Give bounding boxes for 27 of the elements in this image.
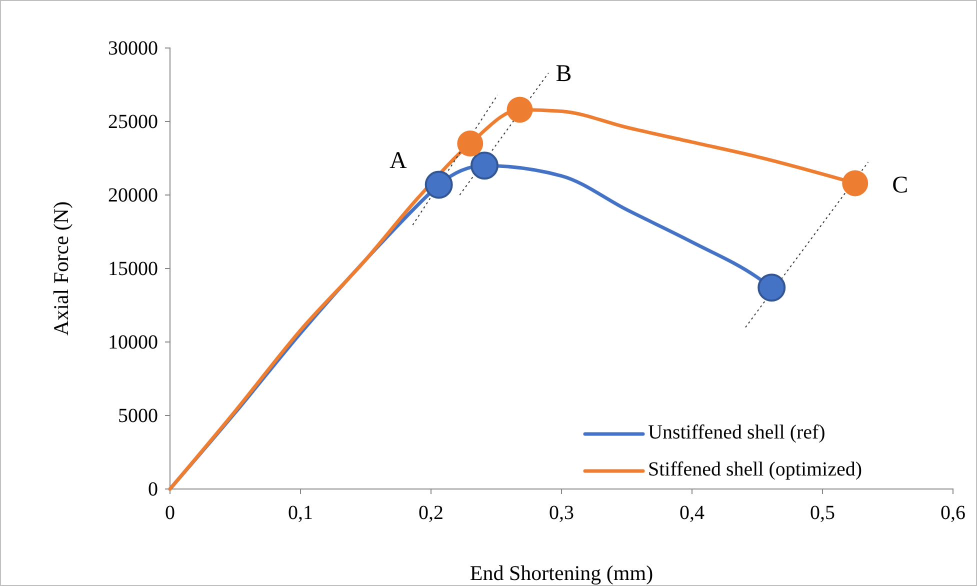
- y-tick-label: 25000: [108, 110, 158, 133]
- point: [470, 152, 498, 180]
- y-tick-label: 5000: [118, 404, 158, 427]
- annotation: A: [389, 148, 408, 174]
- x-tick-label: 0,3: [549, 502, 574, 524]
- annotation: B: [556, 61, 572, 88]
- x-axis-title: End Shortening (mm): [470, 561, 654, 585]
- point: [457, 130, 484, 157]
- x-tick-label: 0,2: [418, 502, 444, 524]
- y-tick-label: 0: [148, 478, 158, 500]
- x-tick-label: 0,6: [940, 502, 966, 524]
- x-tick-label: 0,4: [680, 502, 704, 524]
- y-axis-title: Axial Force (N): [49, 201, 73, 336]
- point: [506, 96, 533, 123]
- x-tick-label: 0: [165, 502, 175, 524]
- point: [758, 274, 786, 302]
- legend-label: Unstiffened shell (ref): [648, 422, 826, 444]
- legend-label: Stiffened shell (optimized): [648, 458, 862, 481]
- x-tick-label: 0,5: [810, 502, 835, 524]
- annotation: C: [892, 172, 908, 199]
- x-tick-label: 0,1: [288, 502, 313, 524]
- y-tick-label: 10000: [108, 331, 158, 354]
- y-tick-label: 30000: [108, 37, 158, 60]
- point: [842, 170, 868, 196]
- y-tick-label: 15000: [108, 258, 158, 280]
- point: [424, 170, 453, 199]
- y-tick-label: 20000: [108, 184, 158, 206]
